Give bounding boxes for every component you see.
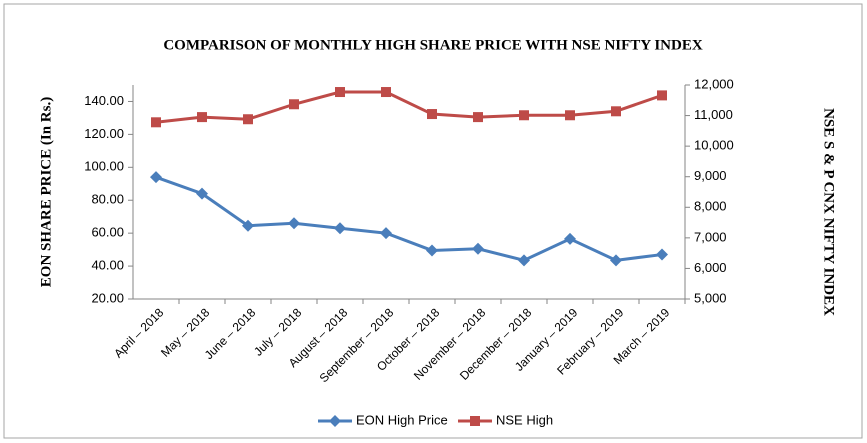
data-point xyxy=(197,112,207,123)
data-point xyxy=(610,254,622,267)
data-point xyxy=(426,244,438,257)
legend-label: EON High Price xyxy=(356,412,448,427)
y2-tick-label: 8,000 xyxy=(694,199,727,214)
data-point xyxy=(473,112,483,123)
data-point xyxy=(288,217,300,230)
data-point xyxy=(151,117,161,128)
legend-marker xyxy=(329,415,341,427)
chart-title: COMPARISON OF MONTHLY HIGH SHARE PRICE W… xyxy=(163,37,703,53)
data-point xyxy=(150,171,162,184)
series-line xyxy=(155,175,663,262)
y2-tick-label: 6,000 xyxy=(694,260,727,275)
y-tick-label: 140.00 xyxy=(84,93,124,108)
y-tick-label: 60.00 xyxy=(91,225,124,240)
legend-marker xyxy=(470,416,480,426)
y2-tick-label: 9,000 xyxy=(694,168,727,183)
y2-tick-label: 5,000 xyxy=(694,290,727,305)
data-point xyxy=(196,187,208,200)
y2-tick-label: 12,000 xyxy=(694,76,734,91)
y-tick-label: 120.00 xyxy=(84,126,124,141)
y2-tick-label: 7,000 xyxy=(694,229,727,244)
data-point xyxy=(242,219,254,232)
y-tick-label: 80.00 xyxy=(91,192,124,207)
data-point xyxy=(381,87,391,98)
chart-frame xyxy=(3,3,863,439)
data-point xyxy=(565,110,575,121)
series-line xyxy=(155,90,663,124)
data-point xyxy=(657,90,667,101)
y2-tick-label: 10,000 xyxy=(694,138,734,153)
data-point xyxy=(656,248,668,261)
data-point xyxy=(289,99,299,110)
data-point xyxy=(335,87,345,98)
y2-tick-label: 11,000 xyxy=(694,107,733,122)
data-point xyxy=(518,254,530,267)
data-point xyxy=(519,110,529,121)
data-point xyxy=(427,109,437,120)
data-point xyxy=(380,227,392,240)
data-point xyxy=(564,232,576,245)
legend-label: NSE High xyxy=(496,412,553,427)
y-tick-label: 100.00 xyxy=(84,159,124,174)
data-point xyxy=(334,222,346,235)
y2-axis-label: NSE S & P CNX NIFTY INDEX xyxy=(821,108,837,316)
data-point xyxy=(611,106,621,117)
y-axis-label: EON SHARE PRICE (In Rs.) xyxy=(38,97,54,287)
y-tick-label: 40.00 xyxy=(91,258,124,273)
data-point xyxy=(243,114,253,125)
data-point xyxy=(472,242,484,255)
y-tick-label: 20.00 xyxy=(91,290,124,305)
